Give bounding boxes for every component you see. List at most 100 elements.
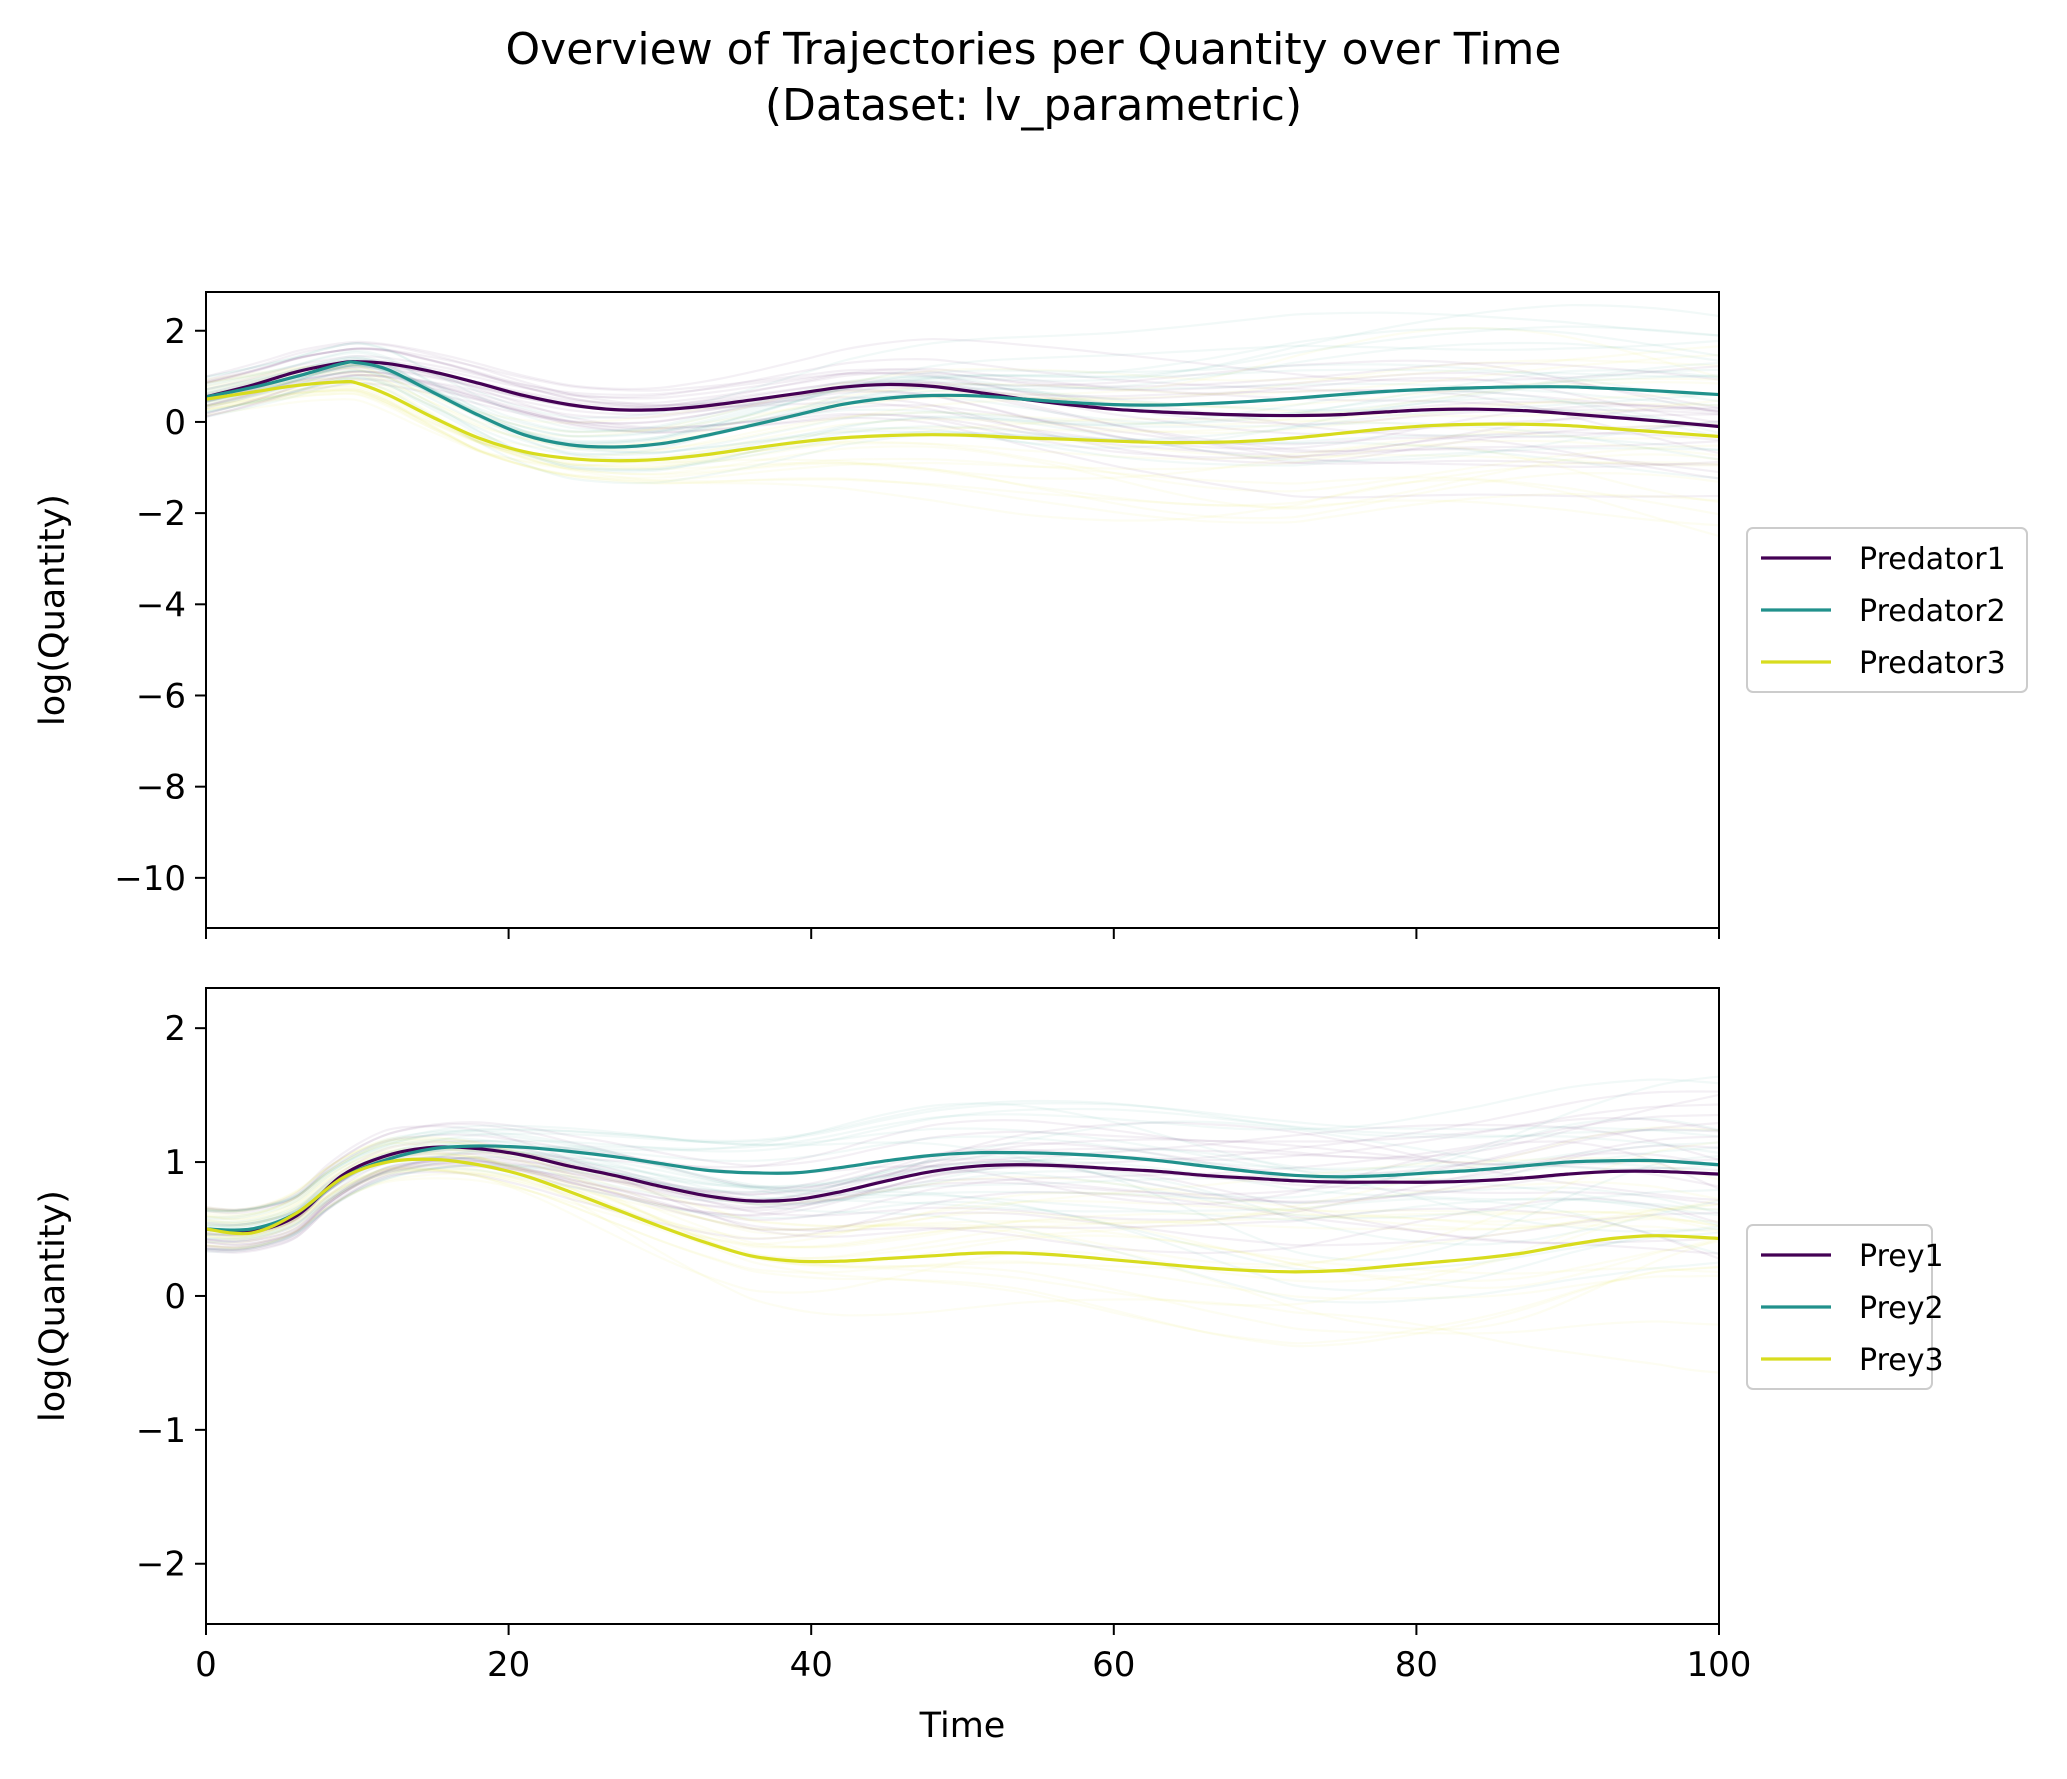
background-trajectory <box>206 365 1719 418</box>
background-trajectory <box>206 1177 1719 1250</box>
background-trajectory <box>206 345 1719 438</box>
background-trajectory <box>206 1148 1719 1226</box>
background-trajectory <box>206 1122 1719 1215</box>
legend-label-predator2: Predator2 <box>1859 594 2006 629</box>
background-trajectory <box>206 1133 1719 1211</box>
axes-frame <box>205 291 1720 929</box>
figure-subtitle: (Dataset: lv_parametric) <box>764 80 1303 131</box>
legend-label-predator3: Predator3 <box>1859 646 2006 681</box>
background-trajectories <box>206 303 1719 538</box>
background-trajectory <box>206 1156 1719 1247</box>
background-trajectory <box>206 349 1719 467</box>
background-trajectory <box>206 311 1719 419</box>
background-trajectory <box>206 1168 1719 1283</box>
background-trajectory <box>206 1116 1719 1253</box>
background-trajectory <box>206 1103 1719 1213</box>
legend-label-prey1: Prey1 <box>1859 1239 1944 1274</box>
y-axis-label: log(Quantity) <box>33 1190 73 1422</box>
background-trajectory <box>206 1136 1719 1290</box>
background-trajectory <box>206 377 1719 516</box>
y-axis-label: log(Quantity) <box>33 494 73 726</box>
background-trajectory <box>206 392 1719 538</box>
background-trajectory <box>206 381 1719 493</box>
series-line-prey3 <box>206 1157 1719 1274</box>
background-trajectory <box>206 1157 1719 1251</box>
background-trajectory <box>206 353 1719 451</box>
legend-box <box>1746 1224 1933 1390</box>
y-tick-label: 1 <box>164 1143 186 1183</box>
background-trajectory <box>206 389 1719 461</box>
background-trajectory <box>206 1137 1719 1220</box>
y-tick-label: −2 <box>136 1545 186 1585</box>
background-trajectory <box>206 327 1719 438</box>
background-trajectory <box>206 1168 1719 1300</box>
background-trajectory <box>206 347 1719 410</box>
figure-title-line1: Overview of Trajectories per Quantity ov… <box>505 24 1562 75</box>
background-trajectory <box>206 388 1719 464</box>
background-trajectory <box>206 360 1719 468</box>
series-line-prey2 <box>206 1144 1719 1232</box>
background-trajectory <box>206 1141 1719 1374</box>
y-tick-label: 0 <box>164 403 186 443</box>
background-trajectory <box>206 1102 1719 1224</box>
background-trajectory <box>206 370 1719 499</box>
background-trajectory <box>206 1153 1719 1249</box>
legend-label-predator1: Predator1 <box>1859 542 2006 577</box>
background-trajectory <box>206 1149 1719 1345</box>
x-tick-label: 0 <box>195 1645 217 1685</box>
legend-label-prey2: Prey2 <box>1859 1291 1944 1326</box>
background-trajectory <box>206 1150 1719 1335</box>
legend: Predator1 Predator2 Predator3 <box>1746 527 2028 693</box>
background-trajectory <box>206 1153 1719 1307</box>
background-trajectory <box>206 1170 1719 1255</box>
background-trajectory <box>206 382 1719 450</box>
x-axis-label: Time <box>919 1706 1006 1746</box>
background-trajectory <box>206 1093 1719 1246</box>
background-trajectory <box>206 1166 1719 1292</box>
background-trajectory <box>206 303 1719 434</box>
y-tick-label: 0 <box>164 1277 186 1317</box>
background-trajectory <box>206 1141 1719 1266</box>
background-trajectory <box>206 375 1719 471</box>
background-trajectory <box>206 1155 1719 1262</box>
background-trajectory <box>206 1146 1719 1232</box>
background-trajectory <box>206 1137 1719 1236</box>
background-trajectory <box>206 388 1719 482</box>
background-trajectory <box>206 1107 1719 1227</box>
background-trajectory <box>206 1138 1719 1270</box>
background-trajectory <box>206 1124 1719 1212</box>
background-trajectory <box>206 347 1719 466</box>
background-trajectory <box>206 1113 1719 1249</box>
background-trajectory <box>206 384 1719 469</box>
background-trajectory <box>206 1126 1719 1260</box>
background-trajectory <box>206 337 1719 391</box>
background-trajectory <box>206 369 1719 456</box>
x-tick-label: 40 <box>790 1645 833 1685</box>
background-trajectory <box>206 388 1719 524</box>
background-trajectory <box>206 1132 1719 1273</box>
background-trajectory <box>206 358 1719 413</box>
background-trajectory <box>206 1090 1719 1251</box>
y-tick-label: −1 <box>136 1411 186 1451</box>
background-trajectory <box>206 1164 1719 1260</box>
background-trajectory <box>206 1169 1719 1275</box>
background-trajectory <box>206 354 1719 424</box>
background-trajectory <box>206 1135 1719 1237</box>
legend-box <box>1746 527 2028 693</box>
background-trajectory <box>206 359 1719 416</box>
background-trajectory <box>206 381 1719 458</box>
legend-label-prey3: Prey3 <box>1859 1343 1944 1378</box>
y-tick-label: −6 <box>136 676 186 716</box>
background-trajectory <box>206 363 1719 465</box>
axes-frame <box>205 987 1720 1625</box>
background-trajectory <box>206 1156 1719 1245</box>
series-line-predator3 <box>206 379 1719 463</box>
background-trajectory <box>206 369 1719 473</box>
background-trajectory <box>206 1117 1719 1212</box>
y-tick-label: −8 <box>136 768 186 808</box>
y-tick-label: −10 <box>114 859 186 899</box>
background-trajectory <box>206 1129 1719 1227</box>
background-trajectory <box>206 1144 1719 1233</box>
